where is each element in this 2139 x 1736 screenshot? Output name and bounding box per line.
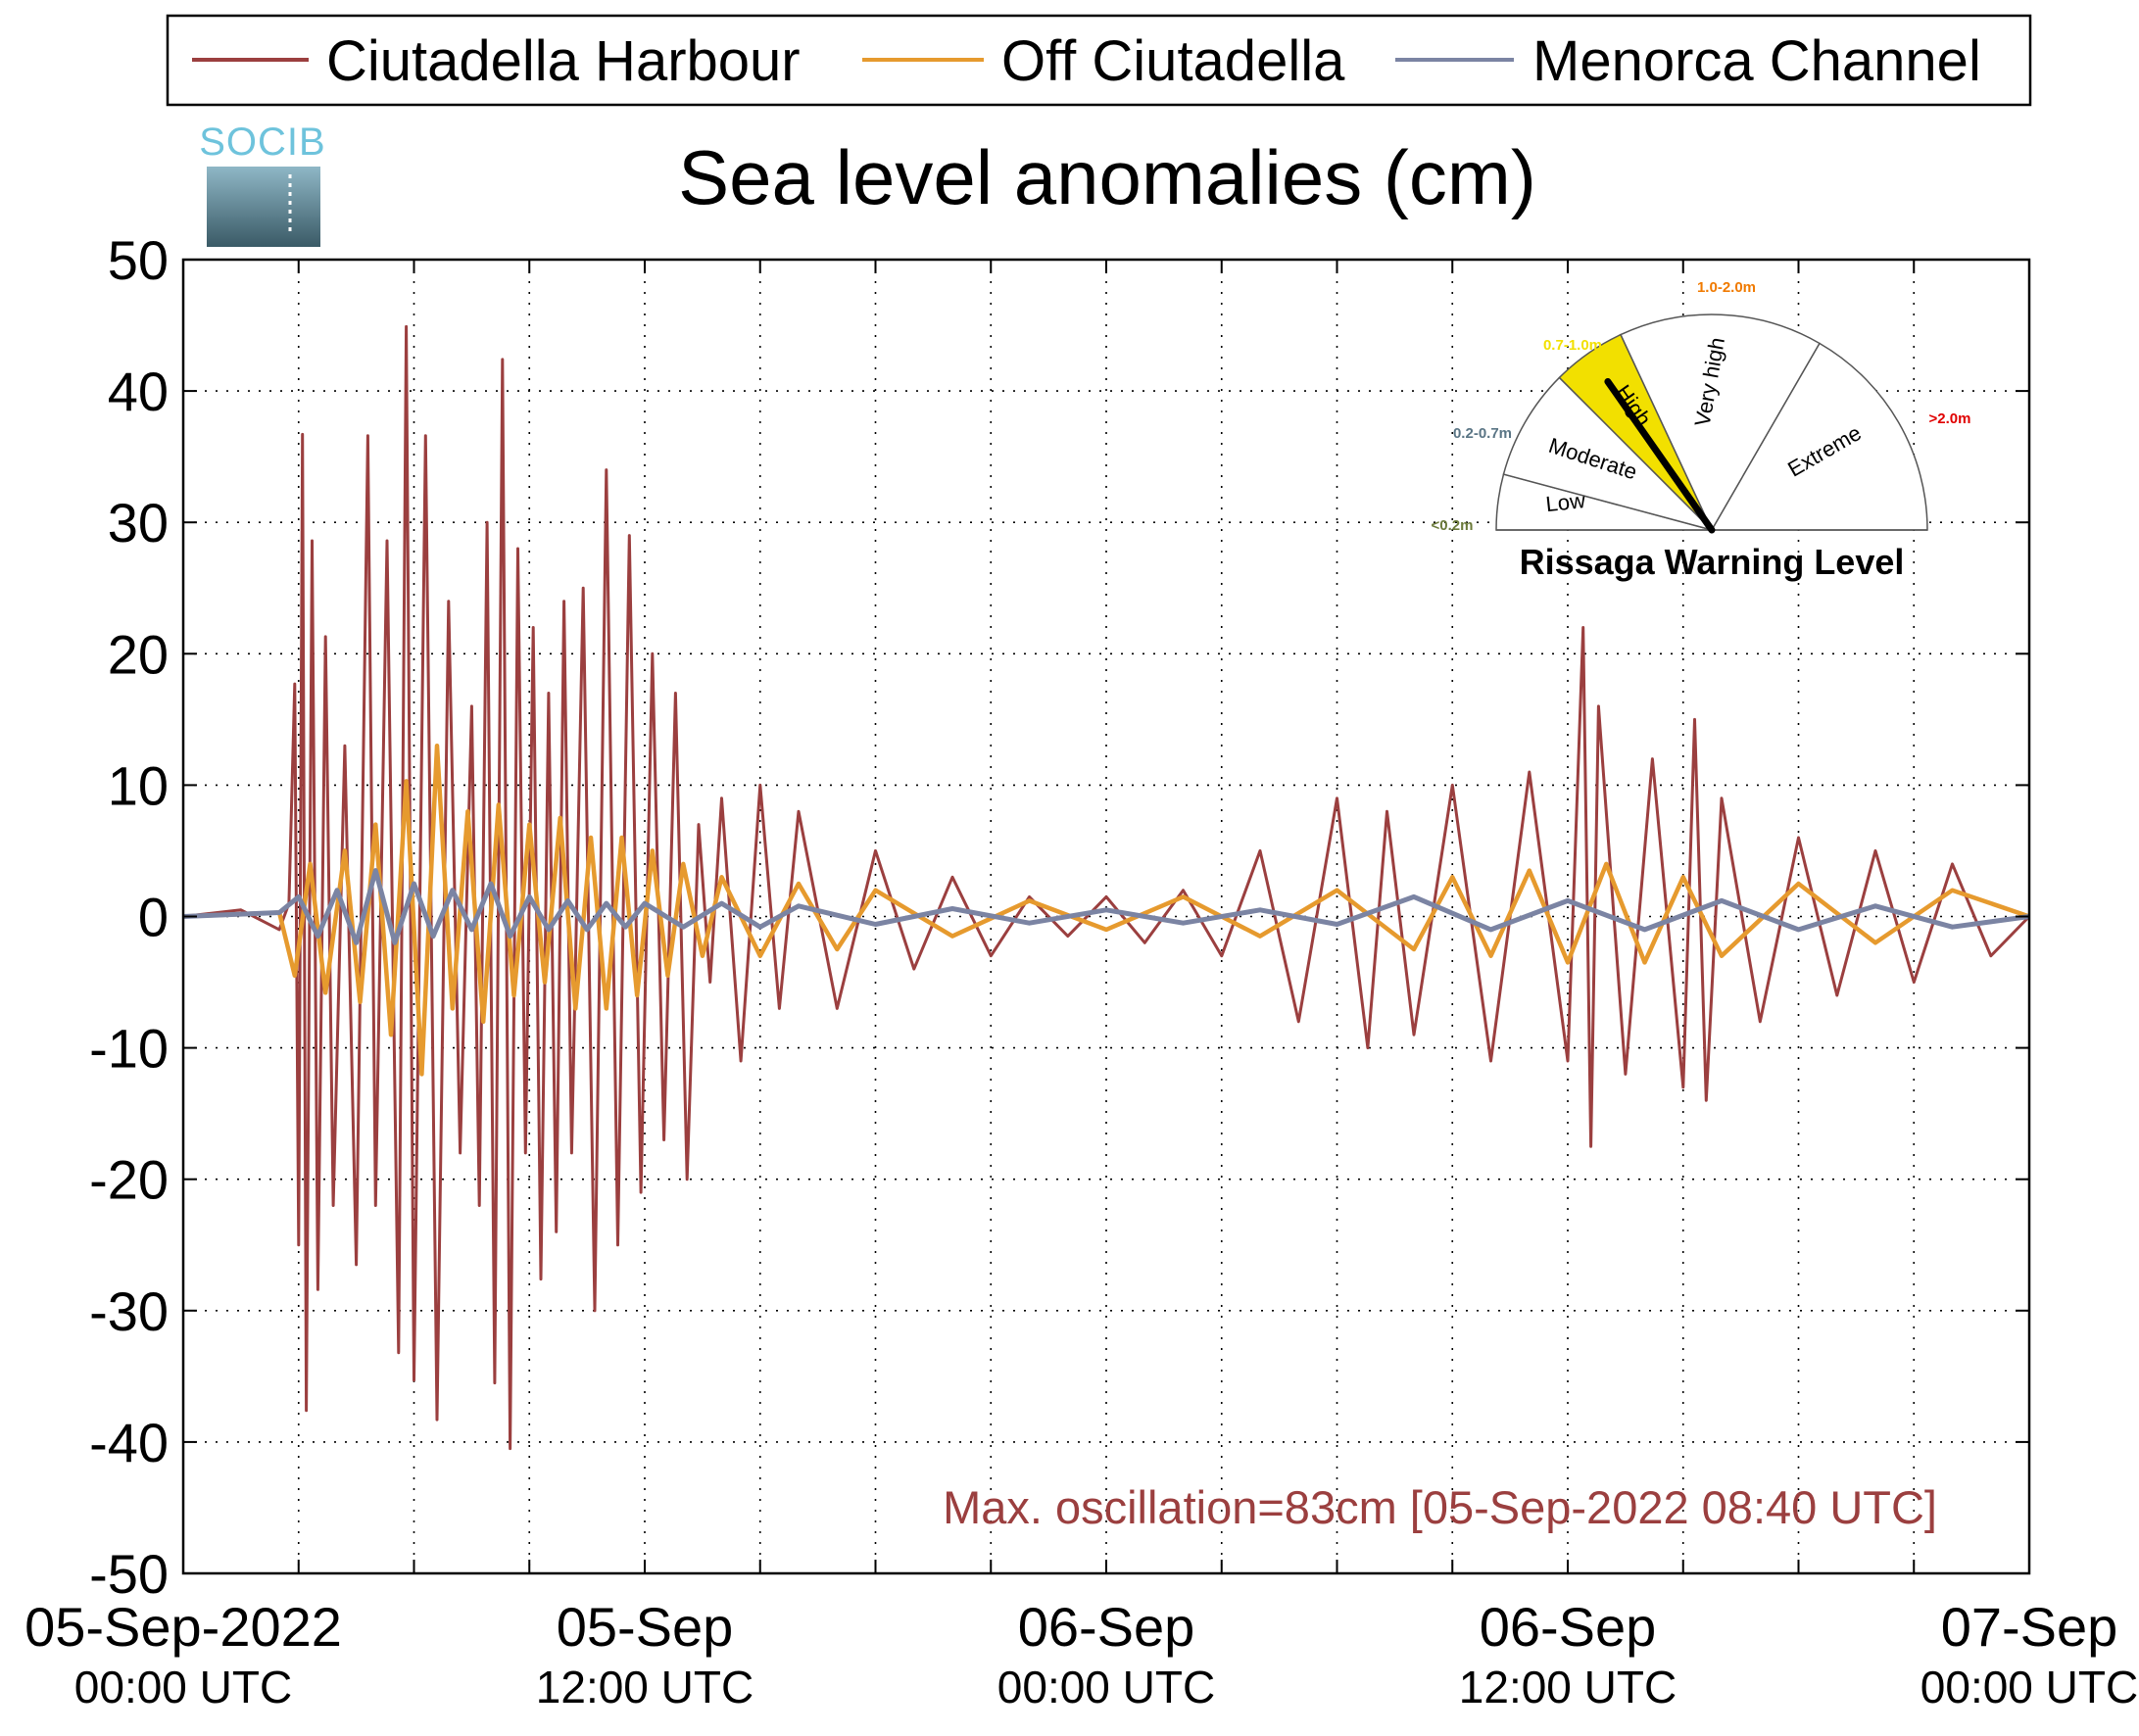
legend-box — [166, 14, 2032, 107]
y-tick-label: 30 — [108, 492, 169, 554]
gauge-needle — [1604, 377, 1716, 534]
legend-label-off-ciutadella: Off Ciutadella — [1001, 29, 1345, 93]
socib-logo: SOCIB — [199, 121, 325, 247]
y-tick-label: -50 — [89, 1543, 169, 1605]
axis-ticks — [182, 259, 2030, 1574]
x-tick-label-date: 06-Sep — [1480, 1596, 1657, 1658]
y-tick-label: -10 — [89, 1018, 169, 1080]
socib-logo-mark — [207, 167, 320, 247]
series-line-menorca-channel — [182, 868, 2030, 945]
gauge-sector-extreme — [1710, 342, 1928, 531]
gauge-range-label: 0.7-1.0m — [1543, 337, 1602, 354]
x-tick-label-time: 00:00 UTC — [997, 1662, 1215, 1712]
x-tick-label-date: 05-Sep — [557, 1596, 734, 1658]
gauge-sector-moderate — [1502, 376, 1715, 532]
chart-title: Sea level anomalies (cm) — [678, 134, 1536, 220]
gauge-title: Rissaga Warning Level — [1520, 542, 1905, 582]
y-tick-label: 0 — [138, 887, 169, 948]
series-line-off-ciutadella — [182, 743, 2030, 1077]
x-tick-label-date: 06-Sep — [1018, 1596, 1195, 1658]
gauge-range-label: <0.2m — [1432, 517, 1474, 534]
gauge-range-label: >2.0m — [1929, 410, 1971, 427]
legend-label-menorca-channel: Menorca Channel — [1532, 29, 1981, 93]
y-tick-label: 40 — [108, 361, 169, 422]
gauge-sector-label: Low — [1544, 488, 1586, 516]
x-tick-label-date: 05-Sep-2022 — [24, 1596, 342, 1658]
socib-logo-text: SOCIB — [199, 121, 325, 164]
x-tick-label-time: 12:00 UTC — [1459, 1662, 1677, 1712]
max-oscillation-annotation: Max. oscillation=83cm [05-Sep-2022 08:40… — [943, 1481, 1937, 1533]
y-tick-label: -40 — [89, 1412, 169, 1473]
y-tick-label: 50 — [108, 229, 169, 291]
series-layer — [182, 324, 2031, 1451]
legend-label-ciutadella-harbour: Ciutadella Harbour — [326, 29, 801, 93]
gauge-range-label: 1.0-2.0m — [1697, 279, 1756, 296]
x-tick-label-time: 00:00 UTC — [74, 1662, 292, 1712]
y-tick-label: 10 — [108, 754, 169, 816]
x-tick-label-time: 00:00 UTC — [1920, 1662, 2138, 1712]
gauge-sector-very-high — [1620, 313, 1822, 532]
y-tick-label: 20 — [108, 623, 169, 685]
y-tick-label: -20 — [89, 1149, 169, 1211]
x-tick-label-date: 07-Sep — [1941, 1596, 2118, 1658]
y-axis-labels: -50 -40 -30 -20 -10 0 10 20 30 40 50 — [89, 229, 169, 1605]
x-tick-label-time: 12:00 UTC — [536, 1662, 754, 1712]
legend: Ciutadella Harbour Off Ciutadella Menorc… — [166, 14, 2032, 107]
y-tick-label: -30 — [89, 1280, 169, 1342]
gauge-range-label: 0.2-0.7m — [1453, 425, 1512, 442]
series-line-ciutadella-harbour — [182, 324, 2031, 1451]
